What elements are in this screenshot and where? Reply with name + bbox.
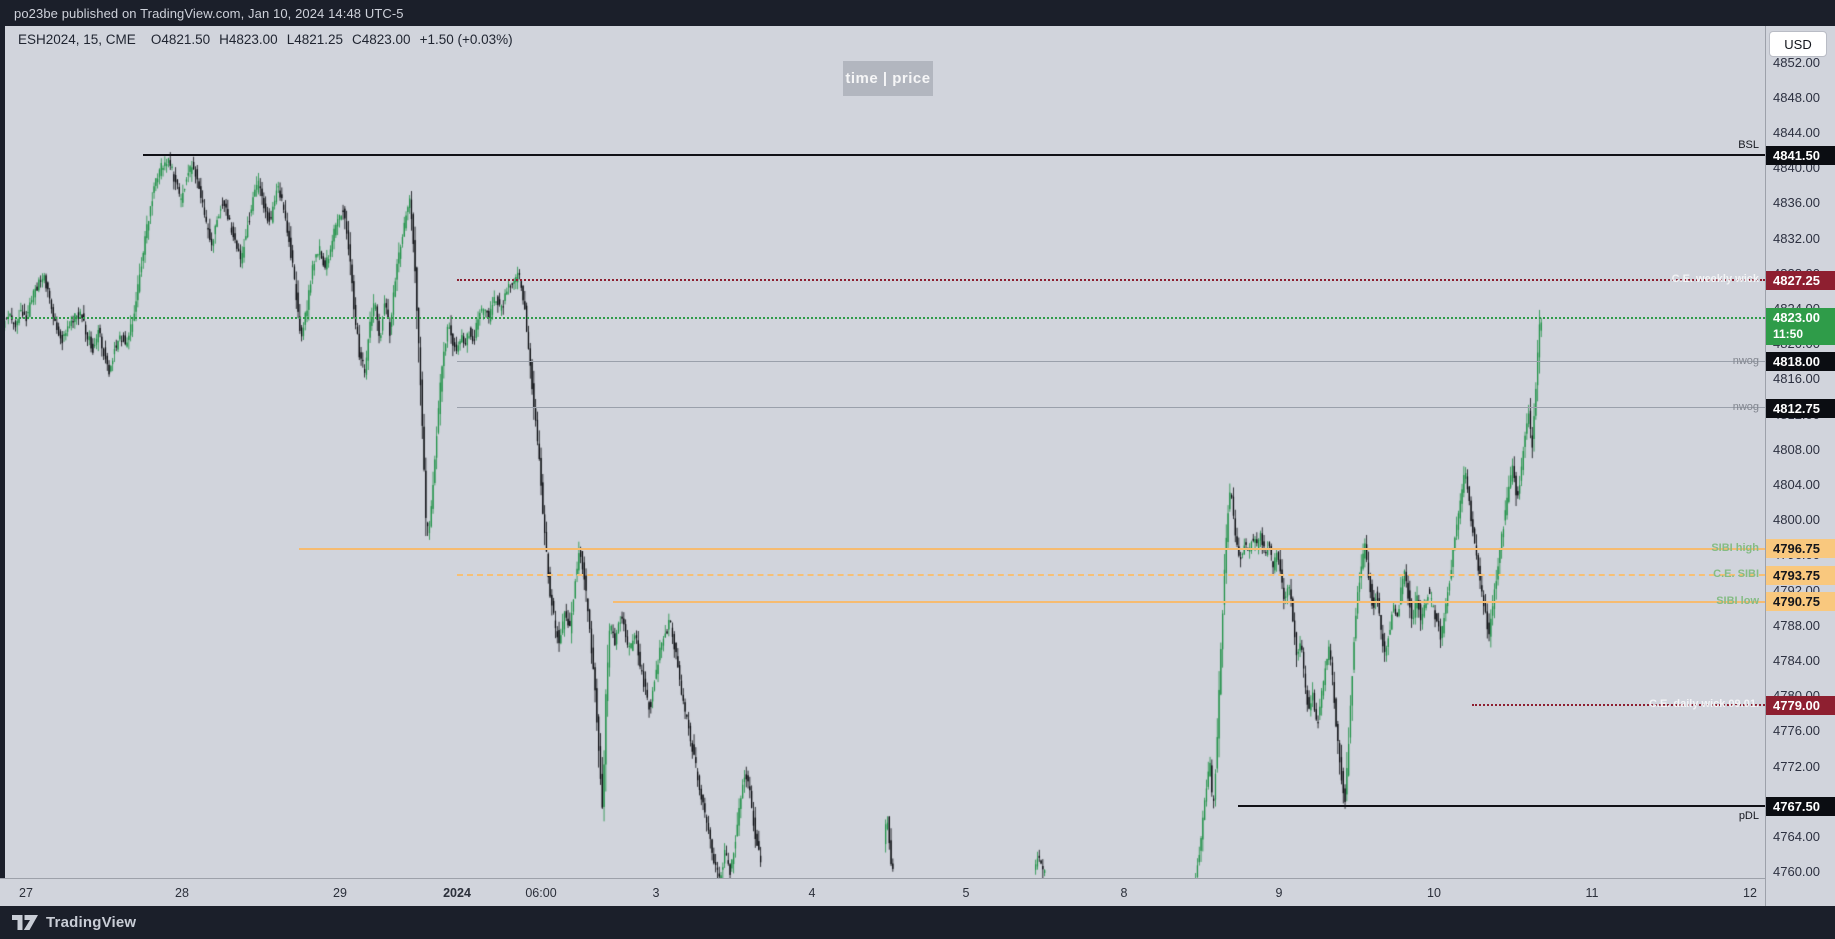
price-tick-4836: 4836.00 [1773, 195, 1820, 211]
time-label-9: 9 [1275, 886, 1283, 900]
legend-low: L4821.25 [286, 32, 343, 47]
price-tick-4760: 4760.00 [1773, 864, 1820, 880]
price-tick-4788: 4788.00 [1773, 617, 1820, 633]
time-label-06:00: 06:00 [525, 886, 557, 900]
sibi_low-label: SIBI low [1716, 594, 1759, 607]
price-tick-4848: 4848.00 [1773, 89, 1820, 105]
tradingview-logo-icon [12, 915, 38, 930]
symbol-description: ESH2024, 15, CME [18, 32, 136, 47]
legend-high: H4823.00 [219, 32, 278, 47]
price-tick-4844: 4844.00 [1773, 125, 1820, 140]
last-price-label: 4823.00 11:50 [1766, 307, 1835, 345]
nwog_upper-line[interactable] [457, 360, 1765, 362]
legend-change: +1.50 (+0.03%) [419, 32, 513, 47]
sibi_high-price-label: 4796.75 [1766, 539, 1835, 559]
weekly_wick-label: C.E. weekly wick [1671, 273, 1759, 286]
time-label-3: 3 [652, 886, 660, 900]
attribution-text: po23be published on TradingView.com, Jan… [14, 5, 404, 21]
nwog_lower-label: nwog [1732, 401, 1759, 413]
price-tick-4764: 4764.00 [1773, 829, 1820, 844]
nwog_lower-line[interactable] [457, 407, 1765, 408]
legend-open: O4821.50 [150, 32, 211, 47]
nwog_lower-price-label: 4812.75 [1766, 398, 1835, 418]
left-edge-sliver [0, 26, 5, 878]
sibi_low-price-label: 4790.75 [1766, 592, 1835, 612]
weekly_wick-line[interactable] [457, 279, 1765, 282]
time-label-28: 28 [175, 886, 189, 900]
daily_wick-price-label: 4779.00 [1766, 695, 1835, 715]
price-tick-4772: 4772.00 [1773, 758, 1820, 774]
time-price-watermark-link[interactable]: time | price [843, 61, 933, 96]
price-tick-4808: 4808.00 [1773, 441, 1820, 457]
bsl-label: BSL [1738, 139, 1759, 151]
daily_wick-line[interactable] [1472, 704, 1765, 706]
candlestick-canvas[interactable] [0, 26, 1765, 878]
daily_wick-label: C.E. daily wick 09.01. [1648, 698, 1759, 710]
sibi_high-line[interactable] [299, 547, 1765, 550]
price-tick-4816: 4816.00 [1773, 371, 1820, 387]
ce_sibi-price-label: 4793.75 [1766, 565, 1835, 585]
nwog_upper-label: nwog [1732, 354, 1759, 367]
time-label-8: 8 [1120, 886, 1128, 900]
price-tick-4800: 4800.00 [1773, 512, 1820, 528]
time-label-5: 5 [962, 886, 970, 900]
price-tick-4804: 4804.00 [1773, 477, 1820, 492]
tradingview-logo-link[interactable]: TradingView [12, 914, 136, 931]
price-tick-4852: 4852.00 [1773, 54, 1820, 70]
attribution-bar: po23be published on TradingView.com, Jan… [0, 0, 1835, 26]
price-tick-4776: 4776.00 [1773, 723, 1820, 739]
price-scale[interactable]: USD 4852.00 4848.00 4844.00 4840.00 4836.00 4… [1765, 26, 1835, 906]
price-tick-4784: 4784.00 [1773, 653, 1820, 668]
time-axis[interactable]: 27 28 29 2024 06:00 3 4 5 8 9 10 11 12 [0, 878, 1835, 906]
time-label-12: 12 [1743, 886, 1757, 900]
sibi_high-label: SIBI high [1711, 541, 1759, 554]
bar-countdown: 11:50 [1773, 326, 1804, 341]
nwog_upper-price-label: 4818.00 [1766, 352, 1835, 372]
pdl-price-label: 4767.50 [1766, 796, 1835, 816]
sibi_low-line[interactable] [613, 600, 1765, 603]
ce_sibi-line[interactable] [457, 574, 1765, 577]
current-price-line[interactable] [0, 316, 1765, 319]
pdl-line[interactable] [1238, 805, 1765, 808]
ohlc-legend: ESH2024, 15, CME O4821.50 H4823.00 L4821… [18, 32, 513, 47]
weekly_wick-price-label: 4827.25 [1766, 270, 1835, 290]
ce_sibi-label: C.E. SIBI [1713, 568, 1759, 581]
price-tick-4832: 4832.00 [1773, 230, 1820, 246]
bsl-line[interactable] [143, 154, 1765, 156]
time-label-2024: 2024 [443, 886, 471, 900]
pdl-label: pDL [1738, 810, 1759, 823]
legend-close: C4823.00 [352, 32, 411, 47]
time-label-29: 29 [333, 886, 347, 900]
time-label-4: 4 [808, 886, 816, 900]
time-label-10: 10 [1427, 886, 1441, 900]
footer-bar: TradingView [0, 906, 1835, 939]
currency-usd-button[interactable]: USD [1769, 31, 1827, 57]
last-price-value: 4823.00 [1773, 309, 1820, 325]
bsl-price-label: 4841.50 [1766, 145, 1835, 165]
chart-pane[interactable]: BSL C.E. weekly wick nwog nwog SIBI high C.E.… [0, 26, 1765, 878]
tradingview-brand-text: TradingView [46, 914, 137, 931]
time-label-11: 11 [1585, 886, 1599, 900]
time-label-27: 27 [19, 886, 33, 900]
